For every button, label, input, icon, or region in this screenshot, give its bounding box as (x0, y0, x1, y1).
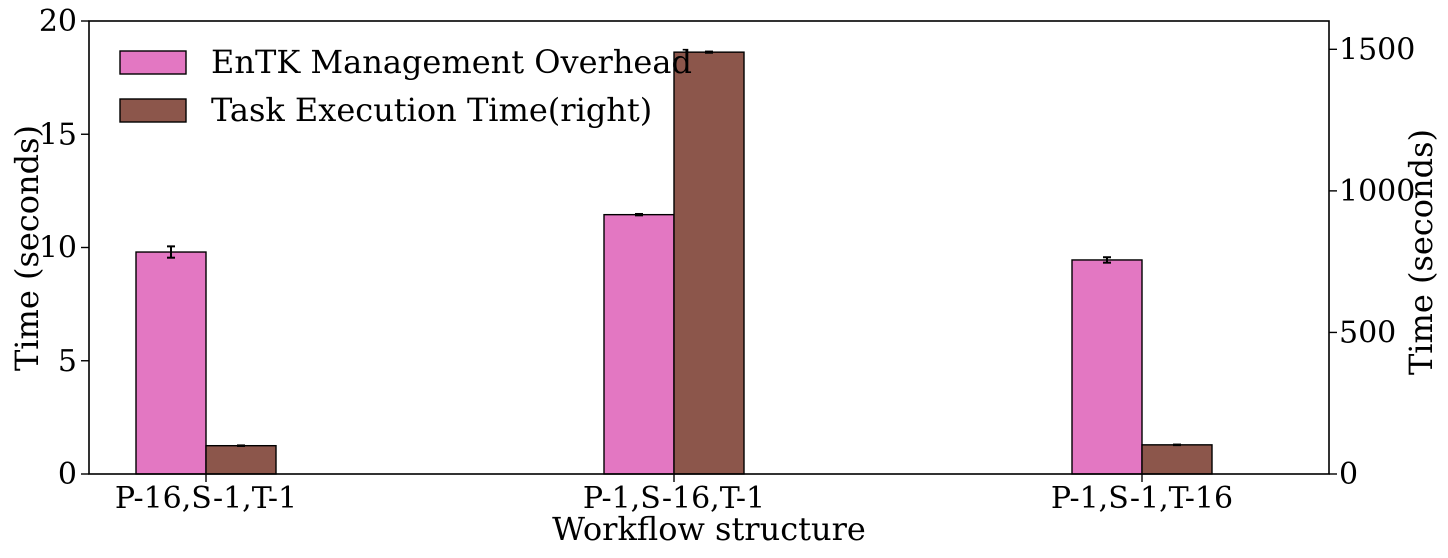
bar-execution-1 (205, 444, 277, 475)
error-bar-overhead-3 (1103, 256, 1111, 264)
bar-execution-3 (1141, 444, 1213, 475)
x-axis-ticks: P-16,S-1,T-1 P-1,S-16,T-1 P-1,S-1,T-16 (115, 474, 1233, 516)
left-tick-label: 15 (39, 117, 77, 152)
error-bar-execution-3 (1173, 443, 1181, 447)
x-tick-label: P-1,S-16,T-1 (583, 481, 765, 516)
legend-swatch-execution (119, 98, 187, 123)
right-tick-label: 500 (1339, 315, 1396, 350)
x-tick-label: P-16,S-1,T-1 (115, 481, 297, 516)
legend: EnTK Management Overhead Task Execution T… (119, 43, 692, 129)
error-bars-layer (167, 50, 1181, 447)
bar-overhead-3 (1071, 259, 1143, 475)
error-bar-overhead-1 (167, 245, 175, 259)
y2-axis-label: Time (seconds) (1402, 129, 1440, 375)
legend-swatch-overhead (119, 50, 187, 75)
bar-overhead-2 (603, 213, 675, 475)
y-axis-label: Time (seconds) (8, 125, 46, 371)
x-axis-label: Workflow structure (552, 510, 866, 548)
left-tick-label: 5 (58, 344, 77, 379)
error-bar-execution-1 (237, 444, 245, 447)
error-bar-overhead-2 (635, 212, 643, 217)
left-tick-label: 10 (39, 231, 77, 266)
legend-label-overhead: EnTK Management Overhead (211, 43, 692, 81)
bar-execution-2 (673, 51, 745, 475)
left-axis-ticks: 0 5 10 15 20 (39, 4, 89, 492)
legend-label-execution: Task Execution Time(right) (211, 91, 652, 129)
right-tick-label: 1500 (1339, 32, 1415, 67)
bar-overhead-1 (135, 251, 207, 475)
error-bar-execution-2 (705, 50, 713, 54)
left-tick-label: 0 (58, 457, 77, 492)
left-tick-label: 20 (39, 4, 77, 39)
x-tick-label: P-1,S-1,T-16 (1051, 481, 1233, 516)
right-tick-label: 0 (1339, 457, 1358, 492)
right-axis-ticks: 0 500 1000 1500 (1329, 32, 1415, 492)
right-tick-label: 1000 (1339, 174, 1415, 209)
